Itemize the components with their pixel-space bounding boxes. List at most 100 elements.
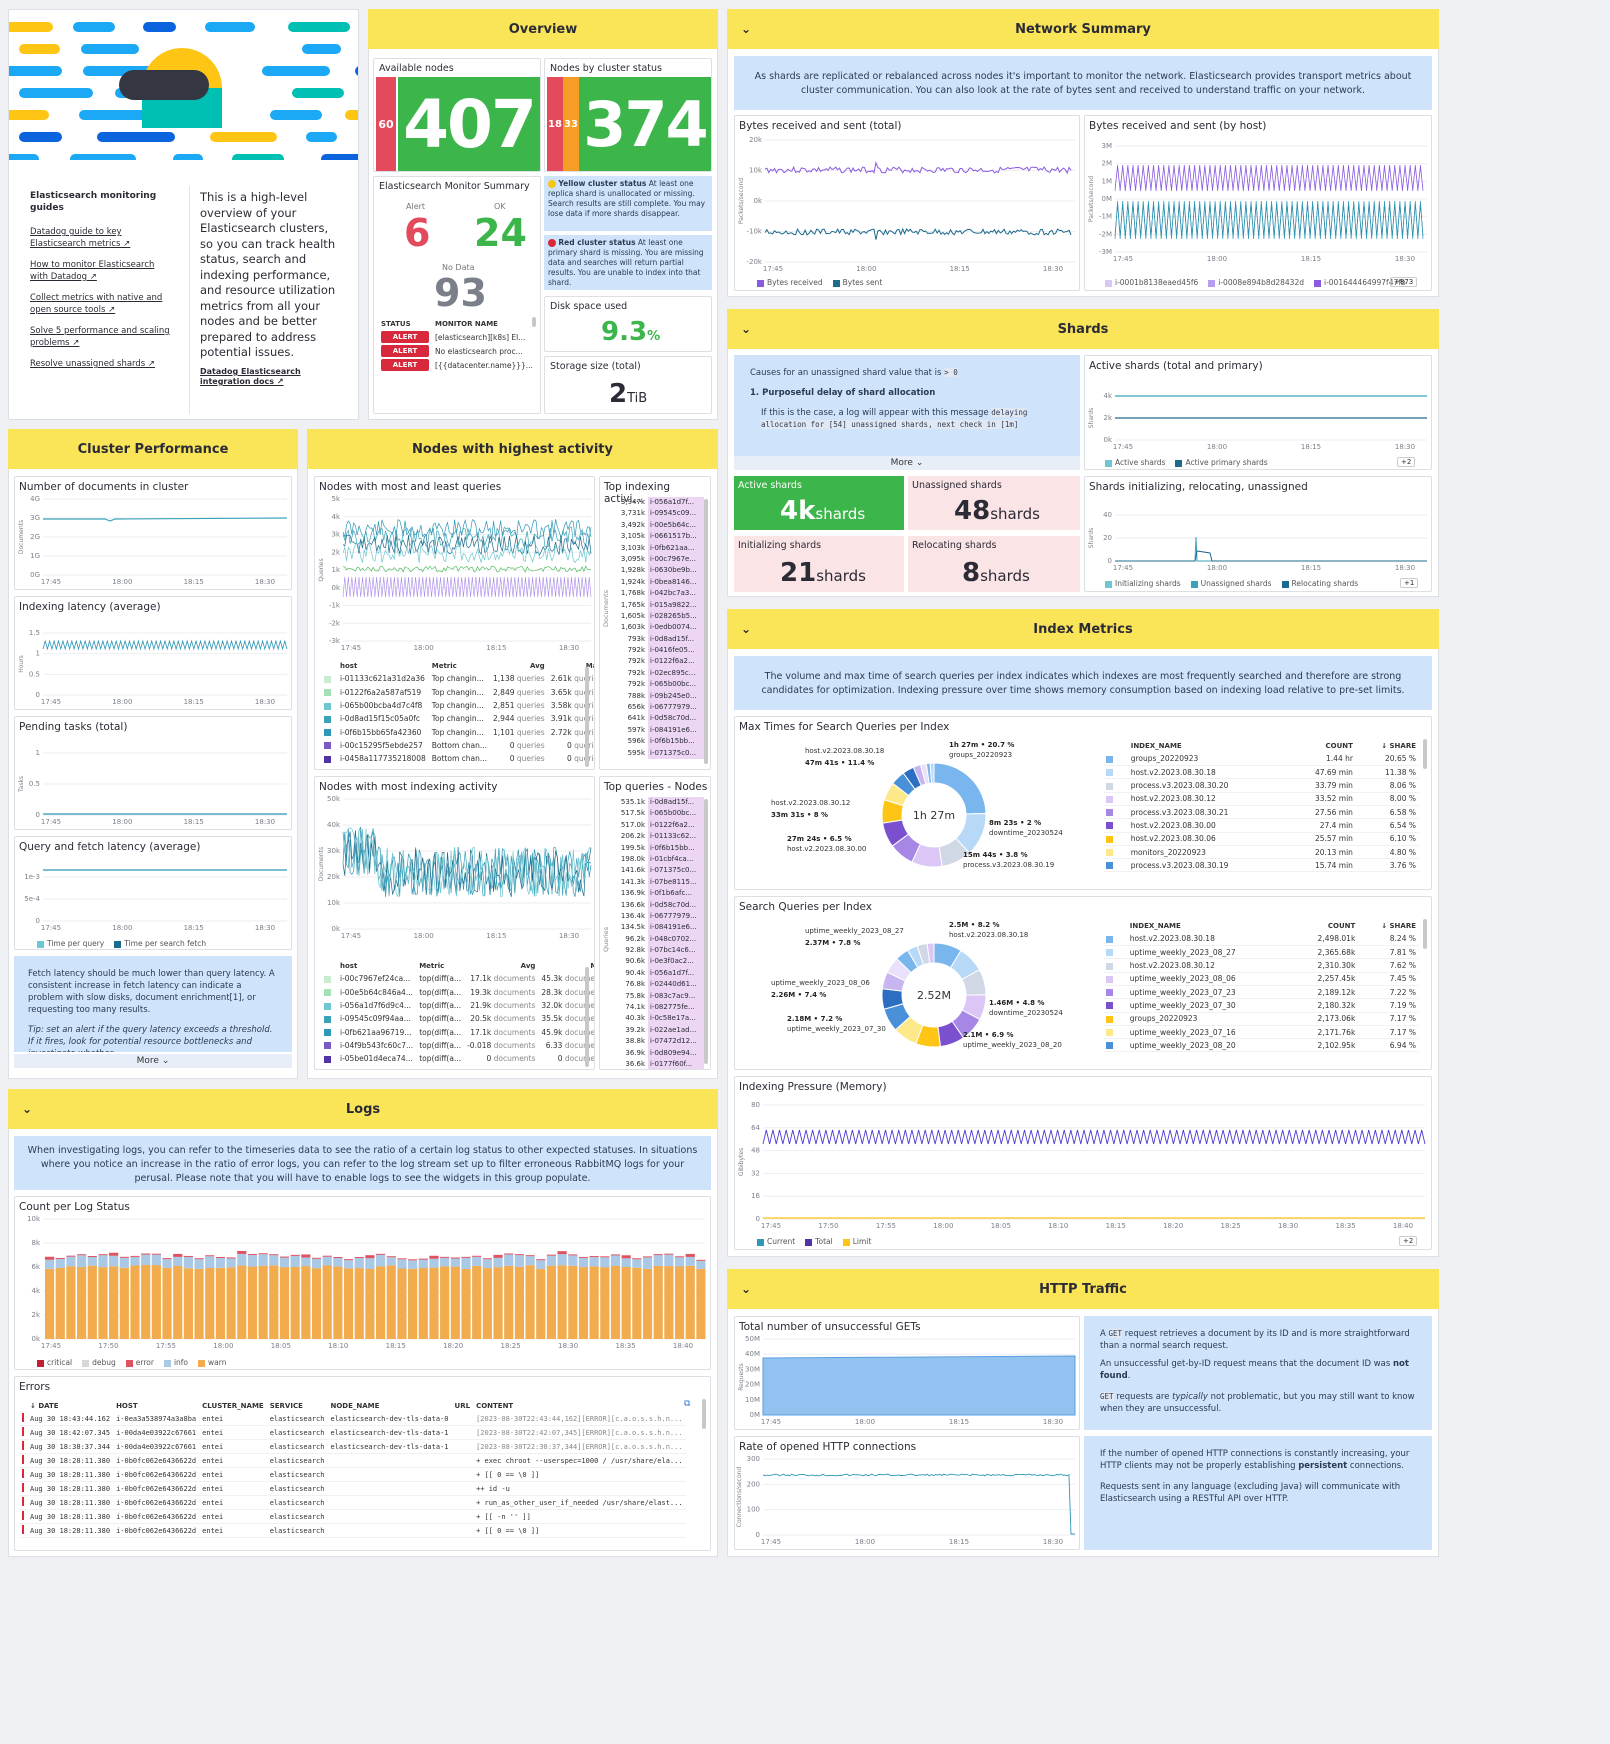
- col-share[interactable]: ↓ SHARE: [1381, 921, 1416, 930]
- active-shards-chart-widget[interactable]: Active shards (total and primary) 4k 2k 0k…: [1084, 355, 1432, 470]
- guide-link[interactable]: Collect metrics with native and open sou…: [30, 293, 163, 315]
- unassigned-shards-widget[interactable]: Unassigned shards 48shards: [908, 476, 1080, 530]
- active-shards-widget[interactable]: Active shards 4kshards: [734, 476, 904, 530]
- table-row[interactable]: i-0fb621aa96719... top(diff(a... 17.1k doc…: [321, 1025, 594, 1038]
- list-item[interactable]: 96.2k i-048c0702...: [612, 933, 704, 946]
- list-item[interactable]: 39.2k i-022ae1ad...: [612, 1024, 704, 1037]
- legend-item[interactable]: Time per search fetch: [114, 939, 206, 948]
- list-item[interactable]: 40.3k i-0c58e17a...: [612, 1013, 704, 1025]
- table-row[interactable]: uptime_weekly_2023_08_06 2,257.45k 7.45 %: [1103, 972, 1419, 986]
- guide-link[interactable]: Resolve unassigned shards ↗: [30, 359, 156, 369]
- legend-item[interactable]: i-0001b8138eaed45f6: [1105, 278, 1198, 287]
- list-item[interactable]: 517.0k i-0122f6a2...: [612, 819, 704, 832]
- table-row[interactable]: i-0d8ad15f15c05a0fc Top changin... 2,944 q…: [321, 712, 594, 725]
- col-host[interactable]: HOST: [116, 1401, 138, 1410]
- col-max[interactable]: Max: [538, 959, 594, 972]
- col-metric[interactable]: Metric: [431, 661, 457, 670]
- table-row[interactable]: host.v2.2023.08.30.00 27.4 min 6.54 %: [1103, 819, 1419, 833]
- errors-widget[interactable]: Errors ⧉ ↓ DATE HOST CLUSTER_NAME SERVICE NO…: [14, 1376, 711, 1551]
- list-item[interactable]: 134.5k i-084191e6...: [612, 922, 704, 934]
- table-row[interactable]: Aug 30 18:43:44.162 i-0ea3a538974a3a8ba en…: [19, 1412, 686, 1426]
- legend-item[interactable]: Limit: [842, 1237, 871, 1246]
- top-indexing-scrollbar[interactable]: [704, 499, 708, 764]
- chevron-down-icon[interactable]: ⌄: [22, 1102, 33, 1116]
- table-row[interactable]: i-01133c621a31d2a36 Top changin... 1,138 q…: [321, 672, 594, 685]
- table-row[interactable]: uptime_weekly_2023_08_27 2,365.68k 7.81 %: [1103, 946, 1419, 959]
- list-item[interactable]: 792k i-02ec895c...: [612, 667, 704, 680]
- list-item[interactable]: 36.9k i-0d809e94...: [612, 1047, 704, 1059]
- table-row[interactable]: host.v2.2023.08.30.12 33.52 min 8.00 %: [1103, 792, 1419, 806]
- list-item[interactable]: 141.3k i-07be8115...: [612, 876, 704, 889]
- documents-widget[interactable]: Number of documents in cluster 4G 3G 2G 1G 0…: [14, 476, 292, 590]
- list-item[interactable]: 92.8k i-07bc14c6...: [612, 945, 704, 957]
- list-item[interactable]: 141.6k i-071375c0...: [612, 865, 704, 877]
- list-item[interactable]: 75.8k i-083c7ac9...: [612, 990, 704, 1003]
- queries-table-scrollbar[interactable]: [585, 667, 589, 767]
- list-item[interactable]: 792k i-065b00bc...: [612, 679, 704, 691]
- col-host[interactable]: host: [340, 961, 358, 970]
- list-item[interactable]: 595k i-071375c0...: [612, 747, 704, 759]
- col-node[interactable]: NODE_NAME: [330, 1401, 380, 1410]
- legend-item[interactable]: Time per query: [37, 939, 104, 948]
- monitor-row[interactable]: ALERT [elasticsearch][k8s] El...: [378, 330, 536, 344]
- indexing-activity-widget[interactable]: Nodes with most indexing activity 50k 40k…: [314, 776, 595, 1070]
- list-item[interactable]: 90.4k i-056a1d7f...: [612, 967, 704, 980]
- table-row[interactable]: i-065b00bcba4d7c4f8 Top changin... 2,851 q…: [321, 699, 594, 712]
- table-row[interactable]: host.v2.2023.08.30.18 47.69 min 11.38 %: [1103, 766, 1419, 779]
- legend-item[interactable]: debug: [82, 1358, 116, 1367]
- bytes-total-widget[interactable]: Bytes received and sent (total) 20k 10k 0k…: [734, 115, 1080, 291]
- table-row[interactable]: Aug 30 18:28:11.380 i-0b0fc062e6436622d en…: [19, 1468, 686, 1482]
- table-row[interactable]: groups_20220923 2,173.06k 7.17 %: [1103, 1012, 1419, 1026]
- ok-count[interactable]: 24: [474, 211, 527, 255]
- network-header[interactable]: ⌄ Network Summary: [727, 9, 1439, 49]
- relocating-shards-widget[interactable]: Relocating shards 8shards: [908, 536, 1080, 592]
- list-item[interactable]: 136.6k i-0d58c70d...: [612, 899, 704, 911]
- chevron-down-icon[interactable]: ⌄: [741, 322, 752, 336]
- logs-header[interactable]: ⌄ Logs: [8, 1089, 718, 1129]
- table-row[interactable]: i-00c7967ef24ca... top(diff(a... 17.1k doc…: [321, 972, 594, 985]
- max-times-scrollbar[interactable]: [1423, 739, 1427, 769]
- errors-scrollbar[interactable]: [702, 1399, 706, 1429]
- top-queries-scrollbar[interactable]: [704, 799, 708, 1064]
- chevron-down-icon[interactable]: ⌄: [741, 22, 752, 36]
- list-item[interactable]: 199.5k i-0f6b15bb...: [612, 842, 704, 854]
- legend-item[interactable]: Unassigned shards: [1190, 579, 1272, 588]
- list-item[interactable]: 1,768k i-042bc7a3...: [612, 588, 704, 600]
- available-nodes-widget[interactable]: Available nodes 60 407: [373, 58, 541, 172]
- list-item[interactable]: 3,947k i-056a1d7f...: [612, 497, 704, 509]
- list-item[interactable]: 36.6k i-0177f60f...: [612, 1058, 704, 1069]
- list-item[interactable]: 517.5k i-065b00bc...: [612, 808, 704, 820]
- chevron-down-icon[interactable]: ⌄: [741, 1282, 752, 1296]
- list-item[interactable]: 792k i-0416fe05...: [612, 645, 704, 657]
- table-row[interactable]: process.v3.2023.08.30.20 33.79 min 8.06 %: [1103, 779, 1419, 793]
- legend-item[interactable]: Initializing shards: [1105, 579, 1181, 588]
- query-fetch-chart[interactable]: 1e-3 5e-4 017:45 18:00 18:15 18:30: [15, 837, 292, 950]
- list-item[interactable]: 198.0k i-01cbf4ca...: [612, 853, 704, 866]
- indexing-latency-widget[interactable]: Indexing latency (average) 1.5 1 0.5 0 17:45…: [14, 596, 292, 710]
- guide-link[interactable]: Solve 5 performance and scaling problems…: [30, 326, 170, 348]
- monitor-row[interactable]: ALERT No elasticsearch proc...: [378, 344, 536, 358]
- legend-item[interactable]: Bytes received: [757, 278, 823, 287]
- http-connections-widget[interactable]: Rate of opened HTTP connections 300 200 10…: [734, 1436, 1080, 1550]
- table-row[interactable]: Aug 30 18:38:37.344 i-00da4e03922c67661 en…: [19, 1440, 686, 1454]
- table-row[interactable]: Aug 30 18:28:11.380 i-0b0fc062e6436622d en…: [19, 1524, 686, 1538]
- col-index-name[interactable]: INDEX_NAME: [1129, 921, 1181, 930]
- table-row[interactable]: groups_20220923 1.44 hr 20.65 %: [1103, 752, 1419, 766]
- col-avg[interactable]: Avg: [529, 661, 545, 670]
- max-times-donut[interactable]: 1h 27m host.v2.2023.08.30.18 47m 41s • 11.…: [735, 717, 1087, 890]
- table-row[interactable]: uptime_weekly_2023_08_20 2,102.95k 6.94 %: [1103, 1039, 1419, 1052]
- pending-tasks-widget[interactable]: Pending tasks (total) 1 0.5 0 17:45 18:00 18:…: [14, 716, 292, 830]
- shards-state-more[interactable]: +1: [1400, 578, 1419, 588]
- table-row[interactable]: i-00e5b64c846a4... top(diff(a... 19.3k doc…: [321, 986, 594, 999]
- col-date[interactable]: ↓ DATE: [30, 1401, 59, 1410]
- legend-item[interactable]: Active primary shards: [1175, 458, 1268, 467]
- col-content[interactable]: CONTENT: [476, 1401, 514, 1410]
- col-avg[interactable]: Avg: [520, 961, 536, 970]
- list-item[interactable]: 792k i-0122f6a2...: [612, 656, 704, 668]
- list-item[interactable]: 136.9k i-0f1b6afc...: [612, 888, 704, 900]
- storage-widget[interactable]: Storage size (total) 2TiB: [544, 356, 712, 414]
- list-item[interactable]: 535.1k i-0d8ad15f...: [612, 797, 704, 809]
- list-item[interactable]: 3,731k i-09545c09...: [612, 508, 704, 520]
- col-cluster[interactable]: CLUSTER_NAME: [202, 1401, 264, 1410]
- indexing-latency-chart[interactable]: 1.5 1 0.5 017:45 18:00 18:15 18:30 Hours: [15, 597, 292, 710]
